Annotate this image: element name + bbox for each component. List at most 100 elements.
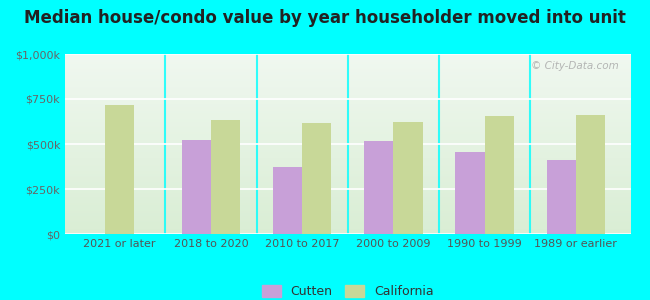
Bar (65, 211, 630, 212)
Bar (105, 105, 135, 234)
Bar (65, 189, 630, 190)
Bar (65, 59, 630, 60)
Bar (65, 56, 630, 57)
Bar (65, 73, 630, 74)
Bar (65, 84, 630, 85)
Bar (65, 68, 630, 69)
Bar (65, 66, 630, 67)
Bar (65, 155, 630, 156)
Bar (65, 162, 630, 163)
Bar (65, 88, 630, 89)
Bar (65, 80, 630, 81)
Bar (65, 138, 630, 139)
Bar (65, 177, 630, 178)
Bar (65, 139, 630, 140)
Bar (65, 229, 630, 230)
Bar (65, 71, 630, 72)
Bar (65, 170, 630, 171)
Bar (65, 105, 630, 106)
Bar (65, 100, 630, 101)
Bar (65, 117, 630, 118)
Bar (65, 201, 630, 202)
Bar (65, 224, 630, 225)
Bar (65, 136, 630, 137)
Bar (65, 98, 630, 99)
Text: © City-Data.com: © City-Data.com (532, 61, 619, 71)
Bar (65, 67, 630, 68)
Bar (65, 199, 630, 200)
Bar (65, 176, 630, 177)
Bar (65, 222, 630, 223)
Bar (65, 64, 630, 65)
Bar (65, 208, 630, 209)
Text: Median house/condo value by year householder moved into unit: Median house/condo value by year househo… (24, 9, 626, 27)
Bar (65, 205, 630, 206)
Bar (65, 76, 630, 77)
Bar (484, 116, 514, 234)
Bar (65, 182, 630, 183)
Bar (65, 191, 630, 192)
Bar (65, 190, 630, 191)
Bar (65, 69, 630, 70)
Bar (65, 226, 630, 227)
Bar (65, 115, 630, 116)
Bar (456, 152, 484, 234)
Bar (65, 60, 630, 61)
Bar (65, 125, 630, 126)
Bar (65, 233, 630, 234)
Bar (65, 72, 630, 73)
Bar (65, 149, 630, 150)
Bar (65, 169, 630, 170)
Bar (65, 108, 630, 109)
Bar (65, 231, 630, 232)
Bar (65, 165, 630, 166)
Bar (65, 91, 630, 92)
Bar (65, 193, 630, 194)
Bar (65, 94, 630, 95)
Bar (65, 171, 630, 172)
Bar (65, 110, 630, 111)
Bar (65, 200, 630, 201)
Bar (65, 103, 630, 104)
Bar (65, 173, 630, 174)
Bar (65, 140, 630, 141)
Bar (65, 83, 630, 84)
Bar (302, 123, 332, 234)
Bar (65, 124, 630, 125)
Bar (65, 58, 630, 59)
Bar (65, 219, 630, 220)
Bar (65, 106, 630, 107)
Bar (65, 101, 630, 102)
Bar (273, 167, 302, 234)
Bar (65, 156, 630, 157)
Bar (65, 77, 630, 78)
Bar (65, 195, 630, 196)
Bar (65, 85, 630, 86)
Bar (65, 181, 630, 182)
Bar (65, 123, 630, 124)
Bar (65, 206, 630, 207)
Bar (65, 127, 630, 128)
Bar (65, 74, 630, 75)
Bar (65, 128, 630, 129)
Bar (65, 119, 630, 120)
Bar (65, 166, 630, 167)
Bar (65, 130, 630, 131)
Bar (65, 82, 630, 83)
Bar (65, 93, 630, 94)
Bar (65, 214, 630, 215)
Bar (65, 133, 630, 134)
Bar (65, 174, 630, 175)
Bar (65, 121, 630, 122)
Bar (65, 184, 630, 185)
Bar (65, 148, 630, 149)
Bar (65, 81, 630, 82)
Bar (65, 153, 630, 154)
Bar (65, 213, 630, 214)
Bar (65, 168, 630, 169)
Bar (65, 87, 630, 88)
Bar (65, 85, 630, 86)
Bar (65, 134, 630, 135)
Bar (65, 141, 630, 142)
Bar (65, 150, 630, 151)
